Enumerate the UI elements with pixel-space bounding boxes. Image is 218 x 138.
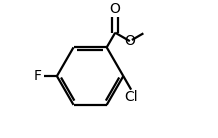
Text: O: O [110, 2, 121, 16]
Text: F: F [34, 69, 42, 83]
Text: O: O [124, 34, 135, 48]
Text: Cl: Cl [124, 90, 138, 104]
